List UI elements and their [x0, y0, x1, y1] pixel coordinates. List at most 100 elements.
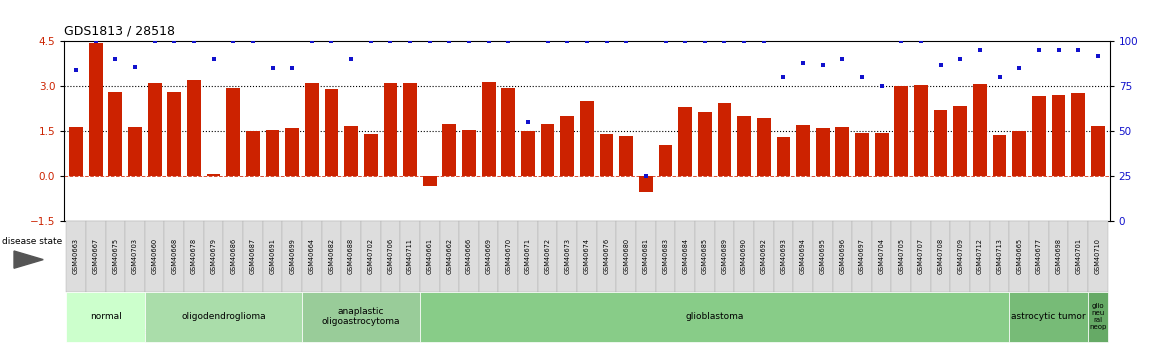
Text: disease state: disease state: [2, 237, 63, 246]
Bar: [1071, 93, 1085, 176]
Point: [361, 39, 380, 44]
Point: [322, 39, 341, 44]
Point: [244, 39, 263, 44]
Point: [931, 62, 950, 68]
Bar: [815, 128, 829, 176]
Bar: [679, 107, 693, 176]
Bar: [147, 83, 161, 176]
Bar: [1051, 95, 1065, 176]
Point: [735, 39, 753, 44]
Text: GSM40710: GSM40710: [1094, 238, 1100, 274]
Point: [951, 57, 969, 62]
Bar: [227, 88, 241, 176]
Text: GSM40660: GSM40660: [152, 238, 158, 274]
Text: GSM40698: GSM40698: [1056, 238, 1062, 274]
Bar: [481, 82, 495, 176]
Bar: [659, 146, 673, 176]
Point: [1010, 66, 1029, 71]
Text: GSM40704: GSM40704: [878, 238, 884, 274]
Text: GSM40672: GSM40672: [544, 238, 550, 274]
Bar: [599, 134, 613, 176]
Point: [538, 39, 557, 44]
Text: GSM40709: GSM40709: [958, 238, 964, 274]
Point: [833, 57, 851, 62]
Text: percentile rank within the sample: percentile rank within the sample: [91, 327, 244, 336]
Text: ■: ■: [70, 309, 81, 319]
Point: [440, 39, 459, 44]
Point: [577, 39, 596, 44]
Bar: [521, 131, 535, 176]
Bar: [305, 83, 319, 176]
Text: GSM40691: GSM40691: [270, 238, 276, 274]
Text: GSM40664: GSM40664: [308, 238, 315, 274]
Point: [165, 39, 183, 44]
Text: GSM40663: GSM40663: [74, 238, 79, 274]
Text: GSM40706: GSM40706: [388, 238, 394, 274]
Text: GSM40685: GSM40685: [702, 238, 708, 274]
Bar: [1091, 126, 1105, 176]
Bar: [167, 92, 181, 176]
Text: GSM40708: GSM40708: [938, 238, 944, 274]
Text: GSM40692: GSM40692: [760, 238, 766, 274]
Point: [990, 75, 1009, 80]
Bar: [835, 127, 849, 176]
Point: [126, 64, 145, 69]
Text: GSM40693: GSM40693: [780, 238, 786, 274]
Text: GSM40677: GSM40677: [1036, 238, 1042, 274]
Text: GSM40695: GSM40695: [820, 238, 826, 274]
Text: GSM40703: GSM40703: [132, 238, 138, 274]
Bar: [345, 126, 359, 176]
Text: GSM40707: GSM40707: [918, 238, 924, 274]
Text: GDS1813 / 28518: GDS1813 / 28518: [64, 24, 175, 37]
Point: [911, 39, 930, 44]
Text: glio
neu
ral
neop: glio neu ral neop: [1089, 303, 1106, 330]
Point: [971, 48, 989, 53]
Point: [1089, 53, 1107, 59]
Point: [1049, 48, 1068, 53]
Bar: [89, 43, 103, 176]
Point: [637, 173, 655, 179]
Text: GSM40711: GSM40711: [408, 238, 413, 274]
Bar: [953, 106, 967, 176]
Text: GSM40668: GSM40668: [172, 238, 178, 274]
Text: GSM40712: GSM40712: [976, 238, 983, 274]
Point: [185, 39, 203, 44]
Bar: [463, 130, 475, 176]
Text: GSM40701: GSM40701: [1076, 238, 1082, 274]
Text: GSM40667: GSM40667: [92, 238, 98, 274]
Point: [813, 62, 832, 68]
Point: [617, 39, 635, 44]
Bar: [1013, 131, 1027, 176]
Point: [342, 57, 361, 62]
Text: astrocytic tumor: astrocytic tumor: [1011, 312, 1086, 321]
Text: GSM40687: GSM40687: [250, 238, 256, 274]
Point: [303, 39, 321, 44]
Bar: [757, 118, 771, 176]
Point: [1069, 48, 1087, 53]
Bar: [109, 92, 123, 176]
Bar: [561, 116, 575, 176]
Point: [676, 39, 695, 44]
Point: [715, 39, 734, 44]
Text: GSM40665: GSM40665: [1016, 238, 1022, 274]
Bar: [246, 130, 259, 176]
Point: [755, 39, 773, 44]
Point: [106, 57, 125, 62]
Bar: [698, 112, 711, 176]
Bar: [797, 125, 809, 176]
Bar: [265, 130, 279, 176]
Text: GSM40705: GSM40705: [898, 238, 904, 274]
Text: normal: normal: [90, 312, 121, 321]
Text: GSM40702: GSM40702: [368, 238, 374, 274]
Point: [479, 39, 498, 44]
Text: oligodendroglioma: oligodendroglioma: [181, 312, 265, 321]
Text: anaplastic
oligoastrocytoma: anaplastic oligoastrocytoma: [321, 307, 401, 326]
Text: GSM40675: GSM40675: [112, 238, 118, 274]
Bar: [69, 127, 83, 176]
Point: [774, 75, 793, 80]
Text: log2 ratio: log2 ratio: [91, 309, 134, 318]
Bar: [443, 124, 457, 176]
Bar: [915, 85, 927, 176]
Bar: [777, 137, 791, 176]
Bar: [285, 128, 299, 176]
